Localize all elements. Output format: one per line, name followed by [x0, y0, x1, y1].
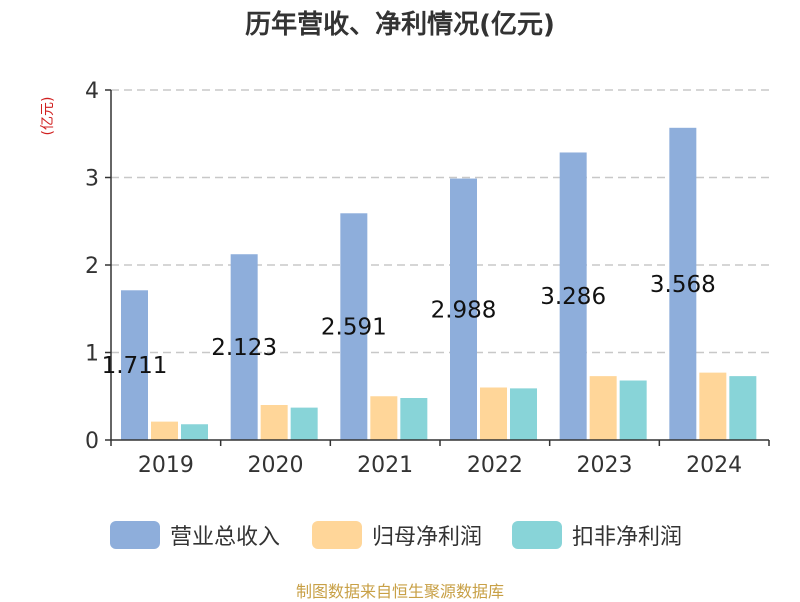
bar-series-3-2019[interactable]	[181, 424, 208, 440]
bar-series-2-2021[interactable]	[370, 396, 398, 440]
bar-series-3-2024[interactable]	[729, 376, 757, 440]
x-tick-label: 2024	[686, 453, 742, 478]
legend: 营业总收入 归母净利润 扣非净利润	[0, 518, 800, 552]
bar-series-1-2022[interactable]	[450, 178, 477, 441]
y-tick-label: 4	[85, 79, 99, 104]
y-tick-label: 2	[85, 254, 99, 279]
bar-series-1-2024[interactable]	[669, 127, 697, 441]
data-label-2023: 3.286	[540, 284, 606, 310]
bar-series-3-2022[interactable]	[510, 388, 537, 440]
data-label-2022: 2.988	[431, 297, 497, 323]
data-label-2019: 1.711	[102, 353, 168, 379]
legend-label-deducted-net-profit: 扣非净利润	[572, 525, 683, 550]
x-tick-label: 2022	[467, 453, 523, 478]
source-note: 制图数据来自恒生聚源数据库	[295, 582, 504, 601]
bar-series-3-2020[interactable]	[290, 407, 318, 440]
bar-series-2-2022[interactable]	[480, 387, 507, 441]
bar-series-3-2023[interactable]	[619, 380, 647, 441]
bar-series-2-2020[interactable]	[260, 405, 288, 440]
data-label-layer: 1.711 2.123 2.591 2.988 3.286 3.568	[102, 272, 716, 379]
x-tick-label: 2019	[138, 453, 194, 478]
bar-series-1-2021[interactable]	[340, 213, 368, 440]
legend-swatch-revenue	[110, 521, 160, 549]
y-tick-label: 3	[85, 167, 99, 192]
data-label-2024: 3.568	[650, 272, 716, 298]
grid-layer	[111, 89, 769, 354]
legend-label-revenue: 营业总收入	[170, 525, 281, 550]
axis-layer: 0 1 2 3 4 2019 2020 2021 2022 2023 2024	[85, 79, 770, 478]
y-tick-label: 1	[85, 342, 99, 367]
bar-series-1-2020[interactable]	[230, 254, 258, 440]
x-tick-label: 2020	[248, 453, 304, 478]
data-label-2020: 2.123	[211, 335, 277, 361]
legend-item-deducted-net-profit[interactable]: 扣非净利润	[512, 518, 682, 552]
y-axis-title: (亿元)	[40, 97, 56, 136]
data-label-2021: 2.591	[321, 315, 387, 341]
bar-series-2-2019[interactable]	[151, 421, 178, 440]
bar-series-1-2019[interactable]	[121, 290, 148, 440]
y-tick-label: 0	[85, 429, 99, 454]
bar-series-2-2024[interactable]	[699, 372, 727, 440]
bar-series-2-2023[interactable]	[589, 376, 617, 440]
bars-layer	[121, 127, 757, 441]
chart-title: 历年营收、净利情况(亿元)	[245, 10, 555, 40]
legend-item-revenue[interactable]: 营业总收入	[110, 518, 280, 552]
legend-swatch-parent-net-profit	[312, 521, 362, 549]
bar-series-1-2023[interactable]	[559, 152, 587, 440]
x-tick-label: 2021	[357, 453, 413, 478]
legend-swatch-deducted-net-profit	[512, 521, 562, 549]
bar-series-3-2021[interactable]	[400, 398, 428, 440]
legend-label-parent-net-profit: 归母净利润	[372, 525, 483, 550]
legend-item-parent-net-profit[interactable]: 归母净利润	[312, 518, 482, 552]
x-tick-label: 2023	[577, 453, 633, 478]
